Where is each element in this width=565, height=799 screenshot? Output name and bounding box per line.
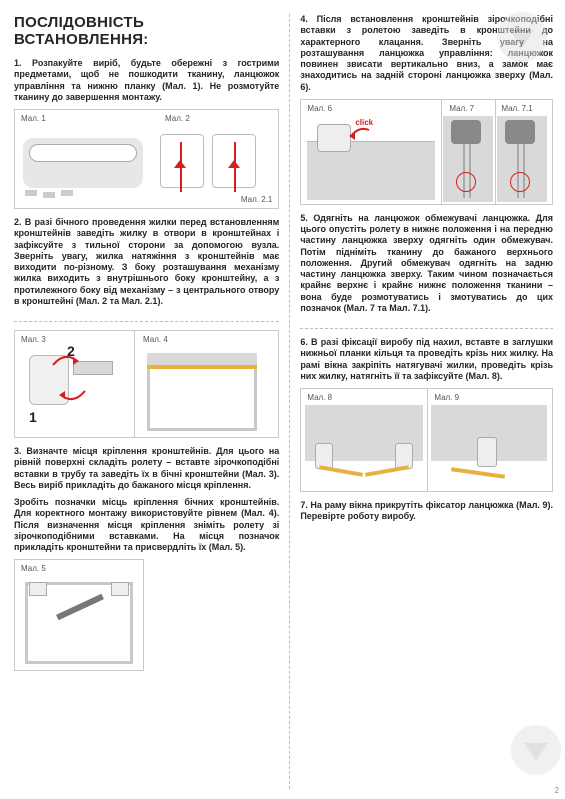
figure-6-7: Мал. 6 Мал. 7 Мал. 7.1 click [300,99,553,205]
watermark-icon-top [497,12,547,62]
fig-label-4: Мал. 4 [143,335,168,344]
figure-1-2: Мал. 1 Мал. 2 Мал. 2.1 [14,109,279,209]
step-7-text: 7. На раму вікна прикрутіть фіксатор лан… [300,500,553,523]
fig-label-7: Мал. 7 [449,104,474,113]
click-label: click [355,118,373,127]
figure-3-4: Мал. 3 Мал. 4 1 2 [14,330,279,438]
fig-label-2: Мал. 2 [165,114,190,123]
fig-label-1: Мал. 1 [21,114,46,123]
callout-2: 2 [67,343,75,359]
callout-1: 1 [29,409,37,425]
v-divider [289,14,290,789]
step-3-text: 3. Визначте місця кріплення кронштейнів.… [14,446,279,491]
step-5-text: 5. Одягніть на ланцюжок обмежувачі ланцю… [300,213,553,314]
page-number: 2 [555,786,559,795]
step-3b-text: Зробіть позначки місць кріплення бічних … [14,497,279,553]
step-1-text: 1. Розпакуйте виріб, будьте обережні з г… [14,58,279,103]
page-title: ПОСЛІДОВНІСТЬ ВСТАНОВЛЕННЯ: [14,14,279,48]
fig-label-6: Мал. 6 [307,104,332,113]
fig-label-9: Мал. 9 [434,393,459,402]
h-divider-2 [300,328,553,329]
fig-label-8: Мал. 8 [307,393,332,402]
step-2-text: 2. В разі бічного проведення жилки перед… [14,217,279,307]
figure-5: Мал. 5 [14,559,144,671]
h-divider-1 [14,321,279,322]
fig-label-5: Мал. 5 [21,564,46,573]
fig-label-7-1: Мал. 7.1 [501,104,532,113]
figure-8-9: Мал. 8 Мал. 9 [300,388,553,492]
watermark-icon [511,725,561,775]
step-6-text: 6. В разі фіксації виробу під нахил, вст… [300,337,553,382]
